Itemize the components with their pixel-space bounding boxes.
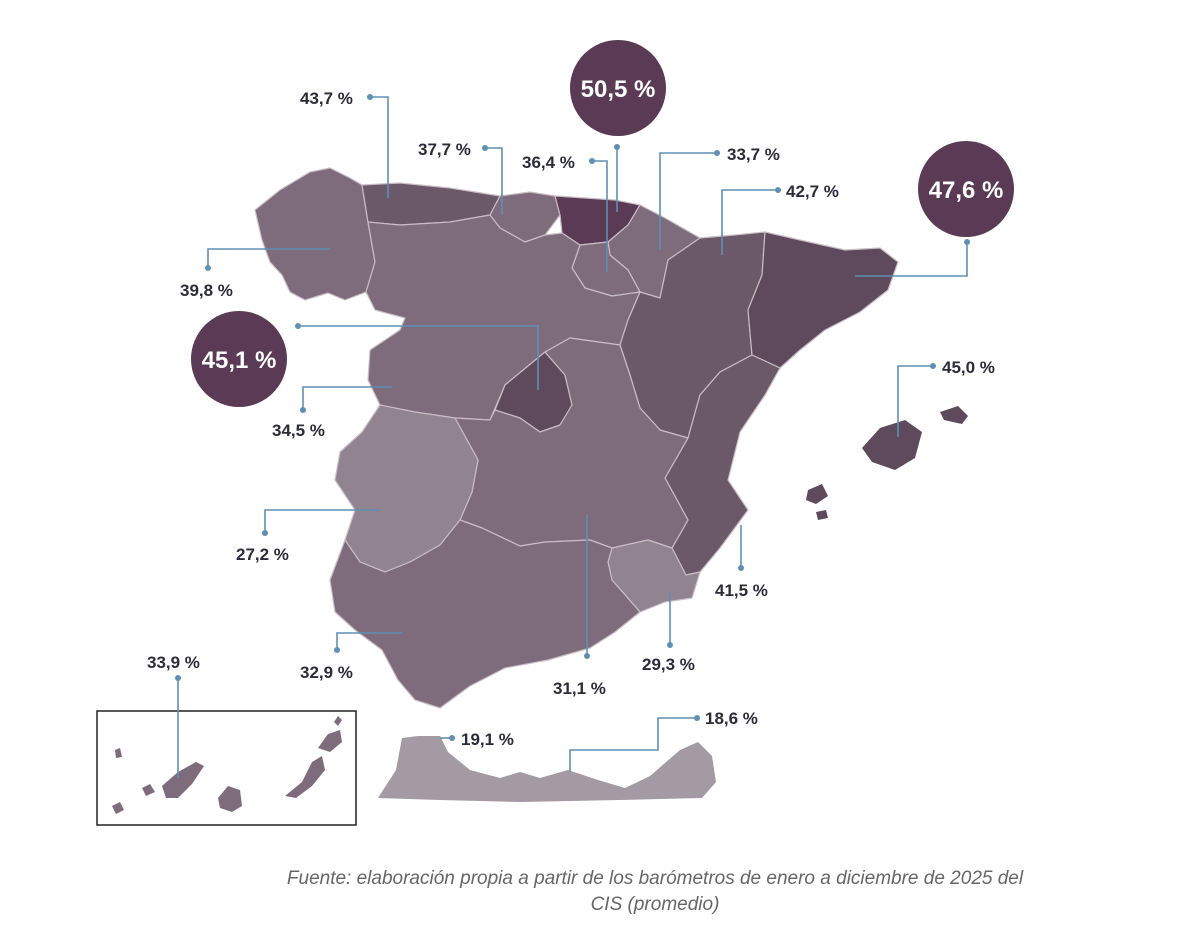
region-baleares-ibiza <box>806 484 828 504</box>
leader-cantabria <box>485 147 503 215</box>
leader-asturias <box>370 96 389 198</box>
label-baleares: 45,0 % <box>942 358 995 377</box>
value-labels: 43,7 % 37,7 % 50,5 % 36,4 % 33,7 % 42,7 … <box>147 76 1003 749</box>
label-galicia: 39,8 % <box>180 281 233 300</box>
highlight-bubbles <box>191 40 1014 407</box>
baleares-islands <box>806 406 968 520</box>
dot-murcia <box>667 642 673 648</box>
region-canarias-fuerteventura <box>285 756 325 798</box>
dot-baleares <box>930 363 936 369</box>
source-note: Fuente: elaboración propia a partir de l… <box>0 866 1200 918</box>
dot-aragon <box>775 187 781 193</box>
leader-extremadura <box>264 509 380 533</box>
leader-baleares <box>897 365 933 437</box>
leader-madrid <box>298 325 539 390</box>
label-madrid: 45,1 % <box>202 347 277 374</box>
region-canarias-el-hierro <box>112 802 124 814</box>
dot-galicia <box>205 265 211 271</box>
region-canarias-la-palma <box>115 748 122 758</box>
leader-cataluna <box>855 242 968 277</box>
dot-extremadura <box>262 530 268 536</box>
label-navarra: 33,7 % <box>727 145 780 164</box>
region-canarias-la-gomera <box>142 784 155 796</box>
label-extremadura: 27,2 % <box>236 545 289 564</box>
dot-melilla <box>694 715 700 721</box>
dot-navarra <box>714 150 720 156</box>
dot-ceuta <box>449 735 455 741</box>
leader-castilla-leon <box>302 386 392 410</box>
label-aragon: 42,7 % <box>786 182 839 201</box>
dot-castilla-leon <box>300 407 306 413</box>
label-castilla-leon: 34,5 % <box>272 421 325 440</box>
region-canarias-gran-canaria <box>218 786 242 812</box>
dot-valenciana <box>738 565 744 571</box>
leader-la-rioja <box>592 160 608 272</box>
bubble-madrid <box>191 311 287 407</box>
leader-dots <box>175 94 970 741</box>
leader-navarra <box>659 152 717 250</box>
label-canarias: 33,9 % <box>147 653 200 672</box>
label-pais-vasco: 50,5 % <box>581 76 656 103</box>
dot-canarias <box>175 675 181 681</box>
label-valenciana: 41,5 % <box>715 581 768 600</box>
region-baleares-formentera <box>816 510 828 520</box>
leader-melilla <box>569 717 697 772</box>
leader-lines <box>177 96 968 778</box>
region-andalucia <box>329 519 641 709</box>
canarias-islands <box>112 716 342 814</box>
dot-cataluna <box>964 239 970 245</box>
label-melilla: 18,6 % <box>705 709 758 728</box>
region-ceuta-melilla <box>378 736 716 802</box>
label-cantabria: 37,7 % <box>418 140 471 159</box>
regions <box>254 167 899 709</box>
label-ceuta: 19,1 % <box>461 730 514 749</box>
region-baleares-menorca <box>940 406 968 424</box>
dot-andalucia <box>334 647 340 653</box>
label-murcia: 29,3 % <box>642 655 695 674</box>
label-asturias: 43,7 % <box>300 89 353 108</box>
region-galicia <box>254 167 376 301</box>
dot-pais-vasco <box>614 144 620 150</box>
region-canarias-islet <box>334 716 342 726</box>
region-cataluna <box>747 231 899 369</box>
label-andalucia: 32,9 % <box>300 663 353 682</box>
dot-cantabria <box>482 145 488 151</box>
leader-galicia <box>207 248 330 268</box>
region-baleares-mallorca <box>862 420 922 470</box>
dot-madrid <box>295 323 301 329</box>
dot-asturias <box>367 94 373 100</box>
dot-la-rioja <box>589 158 595 164</box>
region-canarias-tenerife <box>162 762 204 798</box>
region-canarias-lanzarote <box>318 730 342 752</box>
label-la-rioja: 36,4 % <box>522 153 575 172</box>
leader-andalucia <box>336 632 402 650</box>
source-line-1: Fuente: elaboración propia a partir de l… <box>286 868 1024 889</box>
label-castilla-la-mancha: 31,1 % <box>553 679 606 698</box>
source-line-2: CIS (promedio) <box>590 894 720 915</box>
label-cataluna: 47,6 % <box>929 177 1004 204</box>
bubble-pais-vasco <box>570 40 666 136</box>
bubble-cataluna <box>918 141 1014 237</box>
dot-castilla-la-mancha <box>584 653 590 659</box>
leader-aragon <box>721 189 778 255</box>
